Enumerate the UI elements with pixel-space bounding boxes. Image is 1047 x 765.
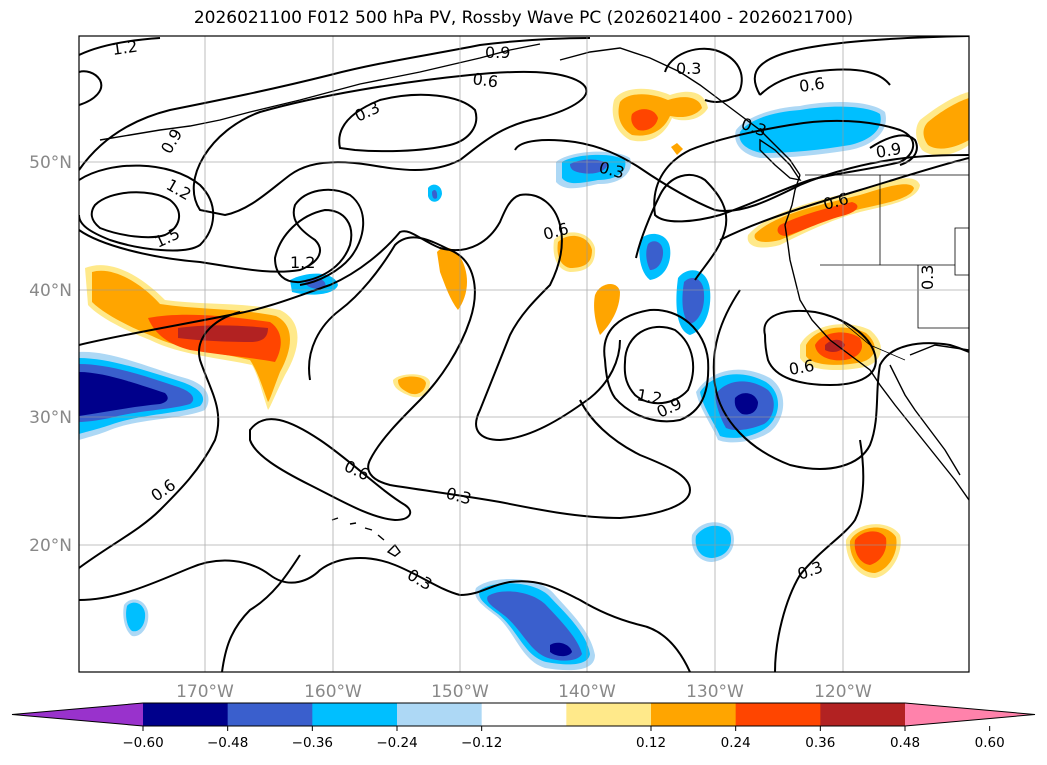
pv-contour-0.9-alaska xyxy=(869,134,918,166)
west-coast xyxy=(784,174,969,501)
negative-anomaly-west-core xyxy=(79,372,168,416)
pv-contour-1.2-west xyxy=(79,164,215,252)
pv-contour-0.9-east xyxy=(603,308,710,423)
positive-anomaly-150w xyxy=(437,247,468,310)
pv-contour-0.3-north xyxy=(338,93,478,153)
pv-contour-0.6-east xyxy=(635,174,728,281)
coastlines xyxy=(99,43,969,557)
colorbar-tick-label: −0.24 xyxy=(376,735,417,751)
gridlines xyxy=(79,36,969,672)
positive-anomaly-138w xyxy=(594,284,620,335)
pv-contour-1.2-east xyxy=(623,325,695,405)
colorbar-bin xyxy=(397,703,483,726)
contour-label: 1.2 xyxy=(111,37,139,59)
figure-title: 2026021100 F012 500 hPa PV, Rossby Wave … xyxy=(193,8,854,28)
longitude-labels: 170°W 160°W 150°W 140°W 130°W 120°W xyxy=(176,682,872,702)
contour-label: 0.9 xyxy=(874,139,902,162)
colorbar-bin xyxy=(143,703,229,726)
colorbar-tick-label: −0.12 xyxy=(461,735,502,751)
pv-contour-0.6-far-east xyxy=(719,157,969,241)
lon-label: 160°W xyxy=(304,682,362,702)
colorbar-bin xyxy=(312,703,398,726)
pv-contour-1.2-mid xyxy=(273,208,353,284)
colorbar-tick-label: 0.36 xyxy=(805,735,835,751)
lat-label: 30°N xyxy=(29,408,72,428)
pv-contour-0.3-far-south xyxy=(79,557,691,672)
lon-label: 150°W xyxy=(431,682,489,702)
colorbar-tick-label: 0.48 xyxy=(890,735,920,751)
pv-contour-0.6-north xyxy=(192,70,588,217)
colorbar-bin xyxy=(735,703,821,726)
pv-contour-0.6-mid xyxy=(79,193,621,442)
pv-contour-0.6-alaska xyxy=(759,68,891,96)
shaded-anomalies xyxy=(79,88,969,671)
latitude-labels: 50°N 40°N 30°N 20°N xyxy=(29,153,72,556)
colorbar-tick-label: 0.12 xyxy=(636,735,666,751)
contour-label: 0.6 xyxy=(787,356,815,379)
colorbar-bin xyxy=(566,703,652,726)
lon-label: 140°W xyxy=(558,682,616,702)
colorbar-extend-max xyxy=(905,703,1035,726)
contour-label: 1.2 xyxy=(635,385,663,408)
pv-contour-0.9-west xyxy=(79,188,365,286)
pv-contour-0.6-alaska-2 xyxy=(753,36,969,96)
colorbar-ticks: −0.60 −0.48 −0.36 −0.24 −0.12 0.12 0.24 0.36 0.4… xyxy=(122,726,1005,751)
lat-label: 20°N xyxy=(29,536,72,556)
alaska-coast xyxy=(99,43,541,141)
positive-anomaly-band-west-peak xyxy=(178,325,268,342)
pv-contour-0.3-southeast xyxy=(774,439,865,672)
pv-contour-0.6-loop-120w xyxy=(763,309,877,387)
lat-label: 50°N xyxy=(29,153,72,173)
lat-label: 40°N xyxy=(29,281,72,301)
contour-label: 0.9 xyxy=(485,43,510,62)
pv-contour-0.3-alaska xyxy=(664,47,743,103)
colorbar-tick-label: −0.60 xyxy=(122,735,163,751)
colorbar-bin xyxy=(227,703,313,726)
pv-contour-0.3-southwest xyxy=(221,554,301,672)
vancouver-island xyxy=(759,138,802,182)
pv-contour-0.3-east-loop xyxy=(653,119,915,223)
contour-label: 0.6 xyxy=(798,74,826,96)
colorbar-tick-label: 0.60 xyxy=(975,735,1005,751)
hawaii xyxy=(331,517,401,557)
pv-contour-1.2-north xyxy=(79,37,161,56)
map-frame xyxy=(78,35,970,673)
colorbar-bin xyxy=(481,703,567,726)
lon-label: 120°W xyxy=(814,682,872,702)
pv-contour-1.2-loop xyxy=(79,70,103,106)
colorbar-tick-label: −0.36 xyxy=(292,735,333,751)
pv-contour-0.6-south xyxy=(308,236,692,520)
colorbar-tick-label: −0.48 xyxy=(207,735,248,751)
colorbar-extend-min xyxy=(12,703,143,726)
colorbar-tick-label: 0.24 xyxy=(721,735,751,751)
contour-label: 1.2 xyxy=(290,253,315,272)
pv-contour-0.3-south xyxy=(79,311,241,569)
pv-contours xyxy=(79,36,969,672)
map-plot-area: 1.2 0.9 0.6 0.3 0.3 0.9 1.2 1.5 1.2 0.6 … xyxy=(79,36,969,672)
contour-label: 0.3 xyxy=(918,265,937,290)
baja-coast xyxy=(889,364,961,476)
pv-contour-1.5 xyxy=(90,191,180,239)
alaska-coast-2 xyxy=(559,47,801,176)
pv-contour-0.9 xyxy=(79,37,591,171)
lon-label: 170°W xyxy=(176,682,234,702)
colorbar-bin xyxy=(820,703,906,726)
contour-label: 0.6 xyxy=(471,69,499,91)
contour-label: 0.3 xyxy=(676,59,701,78)
colorbar-bin xyxy=(651,703,737,726)
lon-label: 130°W xyxy=(686,682,744,702)
pv-contour-0.3-mid xyxy=(249,418,412,522)
colorbar xyxy=(11,702,1036,727)
